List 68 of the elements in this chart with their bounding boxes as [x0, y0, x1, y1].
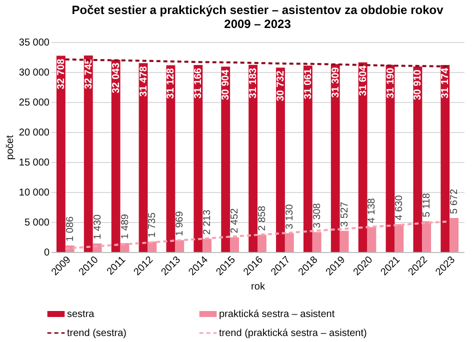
- data-label: 30 732: [275, 70, 286, 102]
- bar: [358, 62, 368, 252]
- y-tick-label: 10 000: [18, 188, 50, 198]
- bar: [394, 224, 404, 252]
- bar: [221, 66, 230, 252]
- y-tick-label: 0: [44, 248, 50, 258]
- data-label: 2 858: [256, 205, 268, 231]
- bar: [330, 64, 340, 252]
- data-label: 2 452: [230, 208, 241, 234]
- data-label: 31 061: [302, 68, 314, 100]
- y-axis-title: počet: [4, 135, 16, 160]
- bar: [413, 66, 422, 252]
- data-label: 4 138: [366, 198, 378, 224]
- bar: [284, 233, 294, 252]
- bar: [340, 230, 349, 252]
- y-tick-label: 5 000: [24, 218, 50, 228]
- bar: [175, 240, 184, 252]
- bar: [148, 242, 157, 252]
- bar: [312, 232, 322, 252]
- data-label: 31 190: [385, 67, 396, 98]
- data-label: 2 213: [202, 209, 214, 235]
- bar: [258, 234, 266, 252]
- bar: [422, 221, 432, 252]
- y-tick-label: 35 000: [18, 38, 50, 48]
- bar: [56, 56, 66, 252]
- bar: [248, 64, 258, 252]
- x-axis-title: rok: [251, 281, 266, 292]
- data-label: 30 904: [220, 69, 232, 100]
- data-label: 30 910: [412, 69, 424, 100]
- data-label: 1 969: [174, 210, 186, 236]
- data-label: 31 478: [138, 66, 150, 97]
- y-tick-label: 20 000: [18, 128, 50, 138]
- legend-label: trend (sestra): [67, 328, 126, 339]
- bar: [202, 238, 212, 252]
- legend-label: praktická sestra – asistent: [219, 309, 335, 320]
- data-label: 3 308: [312, 202, 323, 228]
- data-label: 3 130: [284, 204, 296, 230]
- chart-title: Počet sestier a praktických sestier – asistentov za obdobie rokov 2009 – 2023: [72, 3, 444, 31]
- data-label: 31 183: [248, 67, 260, 98]
- bar: [303, 66, 312, 252]
- data-label: 3 527: [339, 201, 350, 227]
- data-label: 31 128: [166, 68, 177, 99]
- bar: [111, 60, 120, 252]
- data-label: 1 086: [64, 216, 76, 242]
- data-label: 5 118: [422, 192, 433, 218]
- data-label: 31 166: [193, 68, 204, 99]
- data-label: 31 309: [330, 66, 342, 98]
- bar: [440, 64, 450, 252]
- data-label: 32 043: [110, 62, 122, 94]
- data-label: 31 174: [440, 68, 452, 99]
- data-label: 4 630: [394, 194, 406, 220]
- data-label: 32 708: [56, 58, 67, 90]
- bar: [367, 227, 376, 252]
- data-label: 1 430: [92, 214, 104, 240]
- bar: [276, 68, 285, 252]
- y-tick-label: 25 000: [18, 98, 50, 108]
- data-label: 1 489: [120, 214, 131, 240]
- bar: [194, 65, 203, 252]
- data-label: 5 672: [449, 188, 460, 214]
- legend-label: trend (praktická sestra – asistent): [219, 328, 367, 339]
- y-tick-label: 30 000: [18, 68, 50, 78]
- bar: [230, 237, 239, 252]
- bar: [84, 56, 93, 252]
- data-label: 31 604: [358, 64, 369, 96]
- bar: [450, 218, 459, 252]
- data-label: 1 735: [147, 212, 158, 238]
- y-tick-label: 15 000: [18, 158, 50, 168]
- legend-label: sestra: [67, 309, 95, 320]
